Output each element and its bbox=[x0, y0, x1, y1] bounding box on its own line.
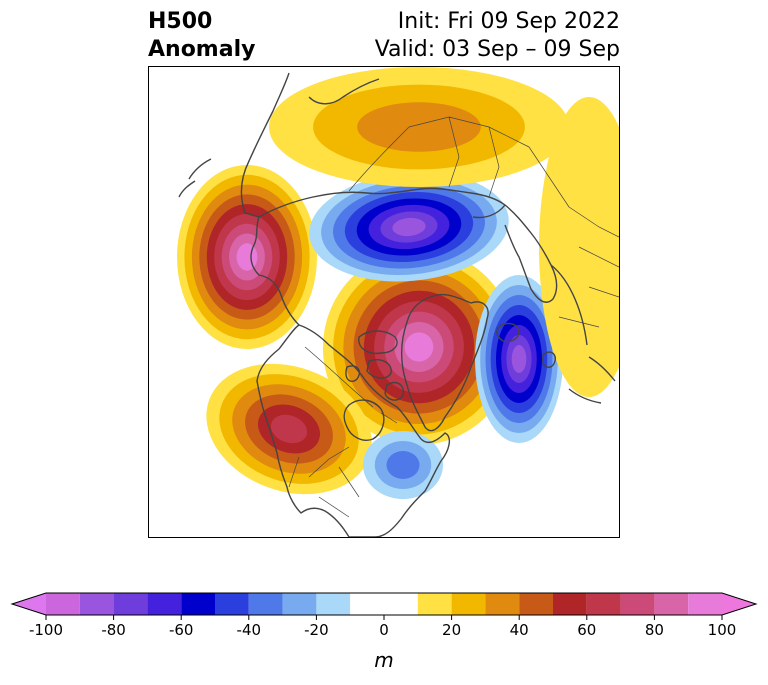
anomaly-map bbox=[148, 66, 620, 538]
colorbar-box bbox=[688, 593, 722, 615]
siberia-low-anomaly bbox=[309, 172, 509, 282]
title-right: Init: Fri 09 Sep 2022 Valid: 03 Sep – 09… bbox=[375, 8, 620, 64]
colorbar-box bbox=[553, 593, 587, 615]
variable-label: H500 bbox=[148, 9, 213, 34]
colorbar-tick-label: 20 bbox=[442, 621, 461, 639]
colorbar-box bbox=[113, 593, 148, 615]
anomaly-fill-layer bbox=[177, 67, 619, 499]
colorbar-tick-label: 0 bbox=[379, 621, 389, 639]
greenland-coastline bbox=[401, 293, 489, 432]
north-atlantic-low-anomaly bbox=[475, 275, 563, 443]
russia-high-contour-35 bbox=[357, 102, 481, 152]
colorbar-tick-label: -60 bbox=[169, 621, 194, 639]
north-america-coastline bbox=[256, 324, 451, 537]
political-borders-layer bbox=[288, 116, 619, 518]
north-atlantic-low-contour-85 bbox=[511, 345, 527, 373]
north-pacific-high-anomaly bbox=[177, 165, 317, 349]
colorbar-box bbox=[181, 593, 215, 615]
colorbar-box bbox=[147, 593, 182, 615]
eurasia-borders bbox=[348, 116, 619, 328]
anomaly-label: Anomaly bbox=[148, 37, 256, 62]
greenland-arctic-high-anomaly bbox=[322, 249, 516, 445]
colorbar-box bbox=[350, 593, 418, 615]
colorbar-boxes bbox=[10, 592, 758, 616]
east-asia-coastline bbox=[240, 72, 380, 214]
colorbar-tick-label: 80 bbox=[645, 621, 664, 639]
colorbar-box bbox=[620, 593, 655, 615]
colorbar-tick-label: 40 bbox=[510, 621, 529, 639]
colorbar-tick-label: -40 bbox=[237, 621, 262, 639]
colorbar-tick-label: 60 bbox=[577, 621, 596, 639]
colorbar-box bbox=[79, 593, 114, 615]
colorbar-box bbox=[316, 593, 351, 615]
colorbar-box bbox=[215, 593, 249, 615]
northeast-pacific-high-contour-65 bbox=[270, 414, 308, 444]
colorbar-ticks: -100 -80 -60 -40 -20 0 20 40 60 80 100 bbox=[29, 615, 736, 639]
iceland-coastline bbox=[496, 322, 520, 343]
colorbar-tick-label: -100 bbox=[29, 621, 63, 639]
mediterranean-coastline bbox=[568, 356, 616, 404]
colorbar-box bbox=[586, 593, 621, 615]
russia-high-anomaly bbox=[269, 67, 569, 187]
arctic-islands-coastline bbox=[345, 330, 404, 401]
colorbar-tick-label: -20 bbox=[304, 621, 329, 639]
colorbar-box bbox=[417, 593, 452, 615]
valid-label: Valid: 03 Sep – 09 Sep bbox=[374, 37, 620, 62]
greenland-arctic-high-contour-95 bbox=[404, 332, 434, 362]
north-pacific-high-contour-95 bbox=[236, 243, 258, 271]
british-isles-coastline bbox=[542, 351, 557, 368]
alaska-coastline bbox=[244, 212, 300, 326]
colorbar-tick-label: -80 bbox=[101, 621, 126, 639]
coastline-layer bbox=[178, 72, 616, 537]
hudson-bay-coastline bbox=[343, 399, 385, 441]
us-canada-border bbox=[288, 346, 398, 518]
colorbar-tick-label: 100 bbox=[708, 621, 737, 639]
eastern-us-low-contour-35 bbox=[386, 451, 420, 479]
colorbar-box bbox=[485, 593, 520, 615]
map-canvas bbox=[177, 67, 619, 537]
japan-coastline bbox=[178, 158, 212, 198]
colorbar-box bbox=[46, 593, 80, 615]
eastern-us-low-anomaly bbox=[363, 431, 443, 499]
colorbar-box bbox=[248, 593, 283, 615]
colorbar-box bbox=[654, 593, 689, 615]
colorbar: -100 -80 -60 -40 -20 0 20 40 60 80 100 m bbox=[10, 592, 758, 672]
colorbar-box bbox=[451, 593, 486, 615]
europe-coastline bbox=[504, 204, 588, 346]
init-label: Init: Fri 09 Sep 2022 bbox=[397, 9, 620, 34]
colorbar-box bbox=[519, 593, 553, 615]
colorbar-under-extension bbox=[12, 593, 46, 615]
colorbar-over-extension bbox=[722, 593, 756, 615]
title-left: H500 Anomaly bbox=[148, 8, 255, 64]
colorbar-box bbox=[282, 593, 317, 615]
colorbar-unit-label: m bbox=[374, 648, 393, 672]
siberia-low-contour-85 bbox=[392, 217, 426, 237]
